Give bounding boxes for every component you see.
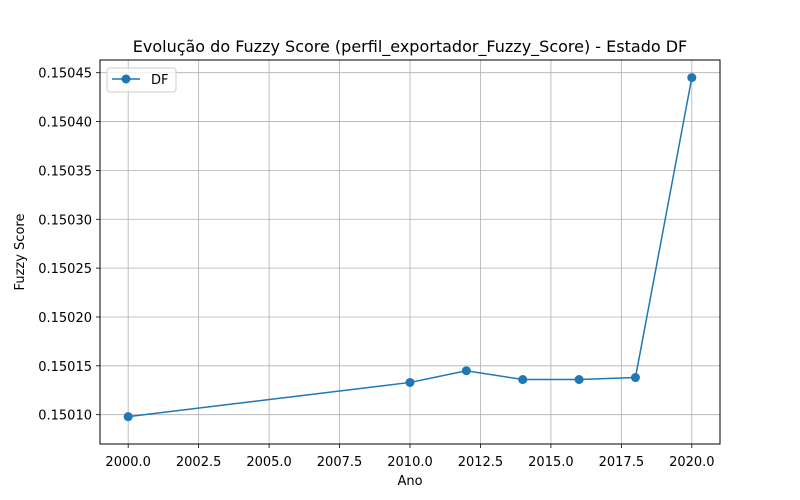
x-tick-label: 2005.0 <box>246 455 292 470</box>
y-axis-label: Fuzzy Score <box>13 214 28 291</box>
data-point <box>574 375 584 385</box>
x-tick-label: 2012.5 <box>458 455 504 470</box>
y-tick-label: 0.15045 <box>38 67 92 82</box>
data-point <box>405 377 415 387</box>
x-tick-label: 2010.0 <box>387 455 433 470</box>
y-tick-label: 0.15010 <box>38 409 92 424</box>
y-axis-ticks: 0.15010 0.15015 0.15020 0.15025 0.15030 0.150… <box>38 67 100 424</box>
x-tick-label: 2020.0 <box>669 455 715 470</box>
x-tick-label: 2000.0 <box>105 455 151 470</box>
x-axis-label: Ano <box>397 474 422 489</box>
legend-box <box>106 67 177 93</box>
data-point <box>630 373 640 383</box>
legend-entry-df: DF <box>151 73 169 88</box>
y-tick-label: 0.15015 <box>38 360 92 375</box>
x-tick-label: 2002.5 <box>176 455 222 470</box>
data-point <box>461 366 471 376</box>
legend-marker-swatch <box>121 74 131 84</box>
x-axis-ticks: 2000.0 2002.5 2005.0 2007.5 2010.0 2012.5 2015… <box>105 444 715 470</box>
y-tick-label: 0.15040 <box>38 116 92 131</box>
data-point <box>687 73 697 83</box>
y-tick-label: 0.15025 <box>38 262 92 277</box>
y-tick-label: 0.15035 <box>38 164 92 179</box>
x-tick-label: 2015.0 <box>528 455 574 470</box>
x-tick-label: 2007.5 <box>317 455 363 470</box>
x-tick-label: 2017.5 <box>599 455 645 470</box>
data-point <box>518 375 528 385</box>
y-tick-label: 0.15030 <box>38 213 92 228</box>
legend: DF <box>106 67 177 93</box>
y-tick-label: 0.15020 <box>38 311 92 326</box>
chart-title: Evolução do Fuzzy Score (perfil_exportad… <box>133 37 688 57</box>
grid-lines <box>100 60 720 444</box>
data-point <box>123 412 133 422</box>
series-layer <box>123 73 697 422</box>
